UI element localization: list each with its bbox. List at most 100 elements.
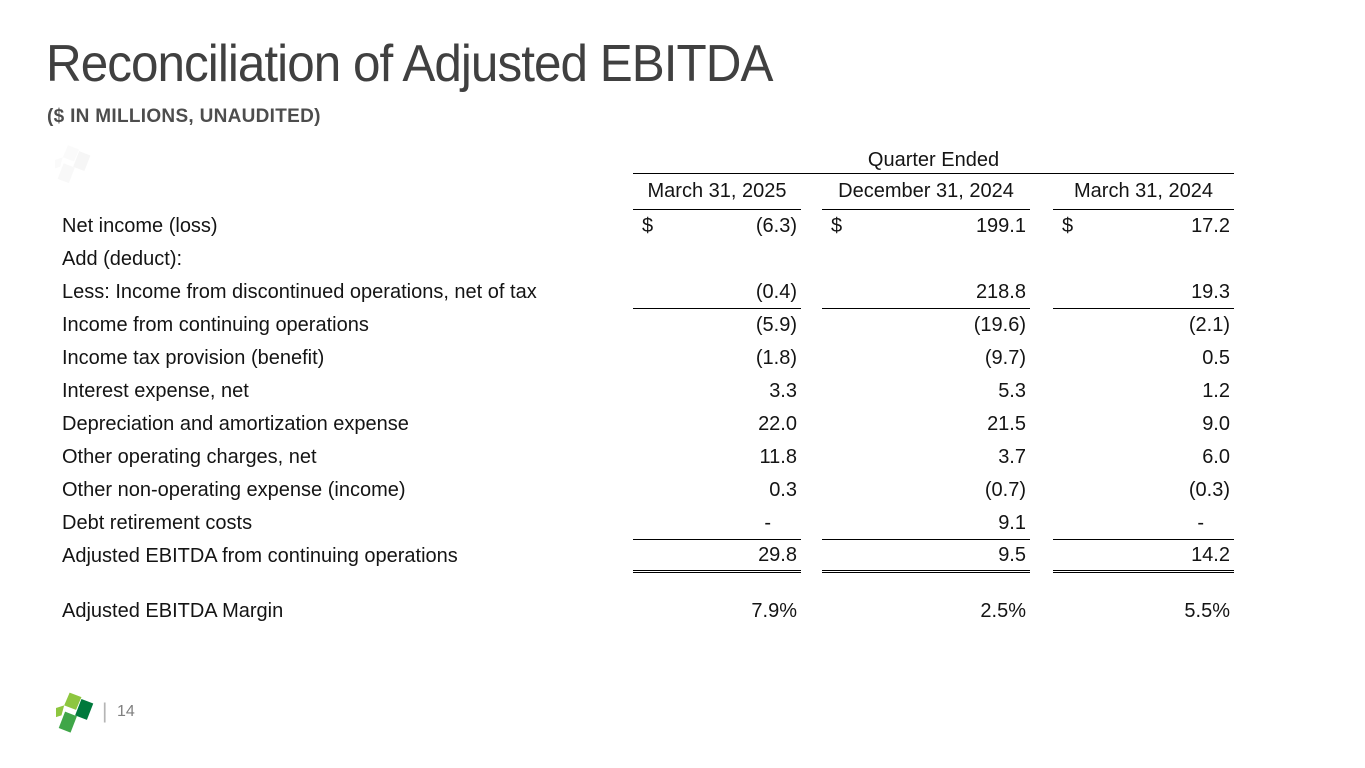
- table-cell: 2.5%: [822, 595, 1030, 628]
- page-number: 14: [117, 703, 135, 720]
- cell-value: 218.8: [975, 280, 1026, 303]
- table-cell: 11.8: [633, 441, 801, 474]
- footer-separator: |: [102, 700, 108, 723]
- column-header: March 31, 2024: [1053, 174, 1234, 210]
- table-cell: -: [633, 507, 801, 540]
- table-cell: 21.5: [822, 408, 1030, 441]
- table-cell: 218.8: [822, 276, 1030, 309]
- row-label: Add (deduct):: [62, 248, 183, 270]
- cell-value: (0.3): [1188, 479, 1230, 501]
- table-cell: (2.1): [1053, 309, 1234, 342]
- logo-shape-top: [64, 692, 82, 710]
- table-row: Net income (loss) $ (6.3) $199.1 $17.2: [62, 210, 1234, 243]
- table-row: Add (deduct):: [62, 243, 1234, 276]
- table-row: Depreciation and amortization expense 22…: [62, 408, 1234, 441]
- cell-value: 199.1: [975, 215, 1026, 237]
- table-cell: 14.2: [1053, 540, 1234, 573]
- currency-symbol: $: [1062, 215, 1074, 237]
- cell-value: 3.3: [769, 380, 797, 402]
- table-row: Debt retirement costs - 9.1 -: [62, 507, 1234, 540]
- row-label: Adjusted EBITDA Margin: [62, 600, 284, 622]
- row-label: Net income (loss): [62, 215, 218, 237]
- cell-value: 21.5: [987, 413, 1026, 435]
- table-row: Income from continuing operations (5.9) …: [62, 309, 1234, 342]
- table-cell: (5.9): [633, 309, 801, 342]
- logo-shape-right: [75, 698, 94, 720]
- logo-watermark-icon: [55, 145, 91, 184]
- table-body: Net income (loss) $ (6.3) $199.1 $17.2 Ad…: [62, 210, 1234, 573]
- cell-value: 5.3: [998, 380, 1026, 402]
- cell-value: 5.5%: [1184, 600, 1230, 622]
- cell-value: 1.2: [1202, 380, 1230, 402]
- row-label: Income tax provision (benefit): [62, 347, 325, 369]
- table-cell: 9.1: [822, 507, 1030, 540]
- column-header-spacer: [62, 174, 633, 210]
- cell-value: 6.0: [1202, 446, 1230, 468]
- cell-value: 9.1: [998, 511, 1026, 534]
- cell-value: (19.6): [973, 314, 1026, 336]
- table-column-header-row: March 31, 2025 December 31, 2024 March 3…: [62, 174, 1234, 210]
- table-cell: 6.0: [1053, 441, 1234, 474]
- cell-value: 7.9%: [751, 600, 797, 622]
- page-title: Reconciliation of Adjusted EBITDA: [46, 35, 773, 93]
- table-cell: 7.9%: [633, 595, 801, 628]
- table-cell: [1053, 243, 1234, 276]
- cell-value: -: [1197, 511, 1204, 534]
- column-header: December 31, 2024: [822, 174, 1030, 210]
- cell-value: 2.5%: [980, 600, 1026, 622]
- table-cell: 5.3: [822, 375, 1030, 408]
- table-cell: $17.2: [1053, 210, 1234, 243]
- table-cell: $199.1: [822, 210, 1030, 243]
- table-cell: 3.3: [633, 375, 801, 408]
- table-row: Other non-operating expense (income) 0.3…: [62, 474, 1234, 507]
- table-row: Adjusted EBITDA from continuing operatio…: [62, 540, 1234, 573]
- table-cell: (1.8): [633, 342, 801, 375]
- table-row: Other operating charges, net 11.8 3.7 6.…: [62, 441, 1234, 474]
- currency-symbol: $: [831, 215, 843, 237]
- cell-value: (1.8): [755, 347, 797, 369]
- table-cell: 9.5: [822, 540, 1030, 573]
- group-header-spacer: [62, 148, 633, 174]
- table-cell: (0.3): [1053, 474, 1234, 507]
- table-cell: (9.7): [822, 342, 1030, 375]
- row-label: Less: Income from discontinued operation…: [62, 281, 537, 303]
- logo-shape-bottom: [58, 711, 77, 733]
- table-cell: [633, 243, 801, 276]
- cell-value: 14.2: [1191, 543, 1230, 566]
- cell-value: (2.1): [1188, 314, 1230, 336]
- table-spacer: [62, 573, 1234, 595]
- table-group-header-row: Quarter Ended: [62, 148, 1234, 174]
- row-label: Other operating charges, net: [62, 446, 317, 468]
- row-label: Interest expense, net: [62, 380, 249, 402]
- cell-value: (9.7): [984, 347, 1026, 369]
- cell-value: 17.2: [1191, 215, 1230, 237]
- table-cell: 19.3: [1053, 276, 1234, 309]
- cell-value: (0.4): [755, 280, 797, 303]
- cell-value: -: [764, 511, 771, 534]
- cell-value: 0.3: [769, 479, 797, 501]
- cell-value: (0.7): [984, 479, 1026, 501]
- table-cell: 1.2: [1053, 375, 1234, 408]
- table-cell: 0.5: [1053, 342, 1234, 375]
- table-cell: (0.4): [633, 276, 801, 309]
- row-label: Income from continuing operations: [62, 314, 369, 336]
- cell-value: 11.8: [759, 446, 797, 468]
- row-label: Other non-operating expense (income): [62, 479, 406, 501]
- page-subtitle: ($ IN MILLIONS, UNAUDITED): [47, 106, 321, 127]
- group-header: Quarter Ended: [633, 148, 1234, 174]
- table-row-summary: Adjusted EBITDA Margin 7.9% 2.5% 5.5%: [62, 595, 1234, 628]
- table-cell: -: [1053, 507, 1234, 540]
- logo-shape-left: [56, 705, 65, 718]
- cell-value: 3.7: [998, 446, 1026, 468]
- table-cell: 29.8: [633, 540, 801, 573]
- cell-value: 9.0: [1202, 413, 1230, 435]
- table-row: Less: Income from discontinued operation…: [62, 276, 1234, 309]
- table-cell: 0.3: [633, 474, 801, 507]
- table-cell: (0.7): [822, 474, 1030, 507]
- row-label: Depreciation and amortization expense: [62, 413, 409, 435]
- table-cell: 9.0: [1053, 408, 1234, 441]
- table-row: Income tax provision (benefit) (1.8) (9.…: [62, 342, 1234, 375]
- row-label: Adjusted EBITDA from continuing operatio…: [62, 545, 458, 567]
- table-cell: (19.6): [822, 309, 1030, 342]
